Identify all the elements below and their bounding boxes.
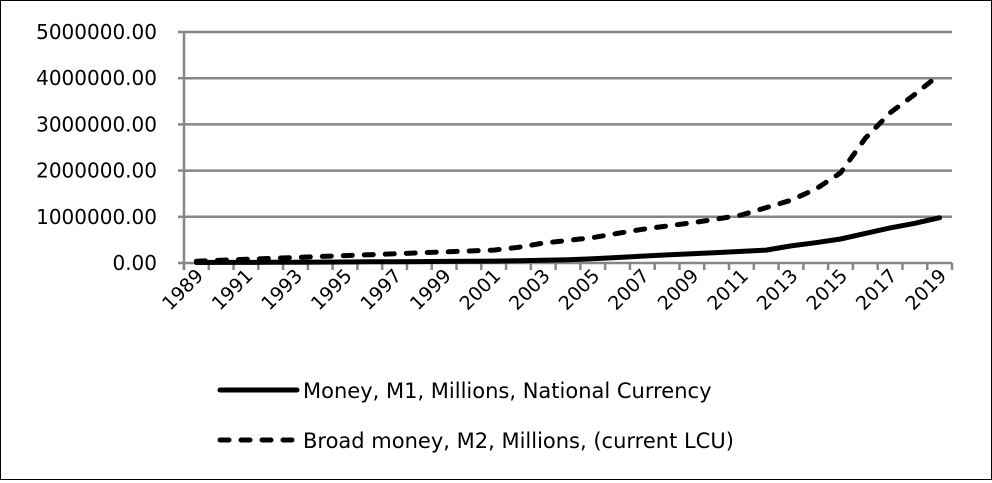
x-tick-label: 2003 bbox=[505, 265, 555, 315]
legend-label-1: Money, M1, Millions, National Currency bbox=[303, 379, 712, 403]
x-tick-label: 1993 bbox=[257, 265, 307, 315]
x-tick-label: 2005 bbox=[555, 265, 605, 315]
x-tick-label: 2019 bbox=[901, 265, 951, 315]
x-tick-label: 2015 bbox=[802, 265, 852, 315]
x-tick-label: 2013 bbox=[753, 265, 803, 315]
y-tick-label: 3000000.00 bbox=[36, 112, 157, 136]
x-tick-label: 1995 bbox=[307, 265, 357, 315]
x-tick-label: 1997 bbox=[356, 265, 406, 315]
x-tick-label: 2009 bbox=[654, 265, 704, 315]
x-tick-label: 2007 bbox=[604, 265, 654, 315]
legend-label-2: Broad money, M2, Millions, (current LCU) bbox=[303, 429, 734, 453]
y-tick-label: 0.00 bbox=[112, 251, 157, 275]
series-line-2 bbox=[196, 75, 939, 262]
y-tick-label: 1000000.00 bbox=[36, 205, 157, 229]
y-tick-label: 4000000.00 bbox=[36, 66, 157, 90]
y-tick-label: 5000000.00 bbox=[36, 20, 157, 44]
x-tick-label: 2017 bbox=[852, 265, 902, 315]
x-tick-label: 1999 bbox=[406, 265, 456, 315]
x-tick-label: 2001 bbox=[455, 265, 505, 315]
x-tick-label: 2011 bbox=[703, 265, 753, 315]
x-tick-label: 1989 bbox=[158, 265, 208, 315]
y-tick-label: 2000000.00 bbox=[36, 159, 157, 183]
x-tick-label: 1991 bbox=[208, 265, 258, 315]
